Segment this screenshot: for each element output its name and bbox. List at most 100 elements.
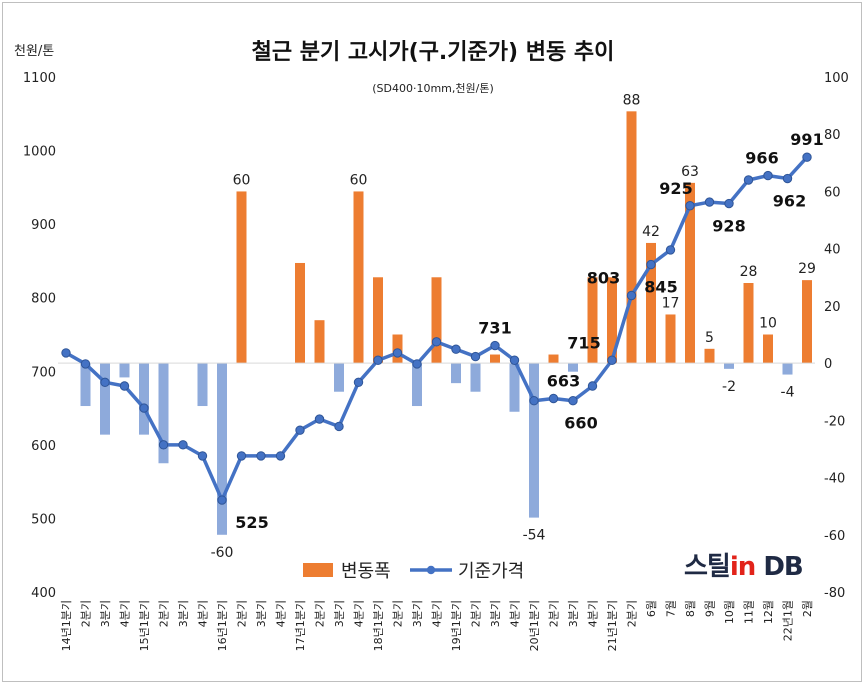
legend-line-marker xyxy=(426,565,436,575)
price-point-1 xyxy=(80,359,91,369)
right-tick-label: -60 xyxy=(824,529,845,544)
price-point-34 xyxy=(724,198,734,209)
x-tick-label: 2월 xyxy=(801,600,814,617)
x-tick-label: 9월 xyxy=(704,600,717,617)
brand-part1: 스틸 xyxy=(684,552,731,582)
bar-25 xyxy=(548,354,559,364)
data-label-bar-35: 28 xyxy=(740,264,758,280)
bar-7 xyxy=(197,363,208,407)
bar-3 xyxy=(119,363,130,378)
price-point-7 xyxy=(197,451,208,461)
x-tick-label: 3분기 xyxy=(411,600,424,627)
price-point-21 xyxy=(470,351,481,362)
x-tick-label: 8월 xyxy=(684,600,697,617)
price-point-12 xyxy=(295,425,305,435)
bar-15 xyxy=(353,191,364,364)
legend-bar-label: 변동폭 xyxy=(341,561,391,582)
price-point-31 xyxy=(665,245,676,255)
x-tick-label: 3분기 xyxy=(177,600,190,627)
price-point-26 xyxy=(568,396,578,406)
data-label-line-38: 991 xyxy=(790,130,823,149)
price-point-11 xyxy=(275,451,286,461)
x-tick-label: 11월 xyxy=(743,600,756,624)
x-tick-label: 2분기 xyxy=(80,600,93,627)
x-tick-label: 4분기 xyxy=(119,600,132,627)
bar-9 xyxy=(236,191,247,364)
price-point-13 xyxy=(314,414,325,424)
x-tick-label: 2분기 xyxy=(236,600,249,627)
price-point-29 xyxy=(626,290,637,301)
x-tick-label: 20년1분기 xyxy=(528,600,541,651)
price-point-37 xyxy=(782,173,793,184)
x-tick-label: 14년1분기 xyxy=(60,600,73,651)
bar-34 xyxy=(724,363,734,369)
x-tick-label: 2분기 xyxy=(626,600,639,627)
left-tick-label: 1000 xyxy=(23,145,56,160)
x-tick-label: 3분기 xyxy=(99,600,112,627)
left-axis: 400 500 600 700 800 900 1000 1100 xyxy=(23,71,56,601)
price-point-22 xyxy=(490,340,500,351)
bar-33 xyxy=(704,348,715,364)
x-tick-label: 2분기 xyxy=(548,600,561,627)
bar-27 xyxy=(587,277,598,364)
bar-30 xyxy=(646,242,656,364)
bar-2 xyxy=(100,363,110,435)
bar-19 xyxy=(431,277,442,364)
price-point-20 xyxy=(451,344,461,354)
data-label-line-28: 715 xyxy=(567,333,600,352)
price-point-10 xyxy=(256,451,266,461)
x-tick-label: 4분기 xyxy=(509,600,522,627)
x-tick-label: 7월 xyxy=(665,600,678,617)
right-tick-label: 60 xyxy=(824,185,841,200)
bar-24 xyxy=(529,363,539,518)
x-tick-label: 4분기 xyxy=(197,600,210,627)
x-tick-label: 4분기 xyxy=(587,600,600,627)
price-point-27 xyxy=(587,381,598,391)
left-axis-unit-label: 천원/톤 xyxy=(14,44,55,59)
brand-logo: 스틸in DB xyxy=(684,546,804,583)
x-tick-label: 2분기 xyxy=(158,600,171,627)
price-point-38 xyxy=(802,152,812,162)
bar-26 xyxy=(568,363,578,372)
price-point-4 xyxy=(139,403,149,413)
data-label-bar-33: 5 xyxy=(705,330,714,346)
data-label-line-30: 845 xyxy=(644,278,677,297)
bar-16 xyxy=(373,277,383,364)
legend-line-label: 기준가격 xyxy=(458,561,524,582)
right-tick-label: -40 xyxy=(824,472,845,487)
bar-22 xyxy=(490,354,500,364)
left-tick-label: 800 xyxy=(31,292,56,307)
x-tick-label: 21년1분기 xyxy=(606,600,619,651)
right-tick-label: 20 xyxy=(824,300,841,315)
price-point-3 xyxy=(119,381,130,391)
x-tick-label: 18년1분기 xyxy=(372,600,385,651)
price-point-17 xyxy=(392,348,403,358)
right-tick-label: 80 xyxy=(824,128,841,143)
brand-part2: in xyxy=(729,552,756,582)
bar-1 xyxy=(80,363,91,407)
data-label-bar-30: 42 xyxy=(642,224,660,240)
bar-36 xyxy=(763,334,773,364)
bar-35 xyxy=(743,283,754,364)
right-tick-label: 0 xyxy=(824,357,832,372)
x-tick-label: 4분기 xyxy=(353,600,366,627)
bar-5 xyxy=(158,363,169,464)
x-tick-label: 3분기 xyxy=(255,600,268,627)
bar-series xyxy=(80,111,812,535)
left-tick-label: 600 xyxy=(31,439,56,454)
x-tick-label: 4분기 xyxy=(431,600,444,627)
left-tick-label: 500 xyxy=(31,512,56,527)
data-label-line-34: 928 xyxy=(712,217,745,236)
bar-29 xyxy=(626,111,637,364)
x-tick-label: 4분기 xyxy=(275,600,288,627)
brand-part3: DB xyxy=(755,552,803,582)
chart-subtitle: (SD400·10mm,천원/톤) xyxy=(372,82,494,95)
bar-37 xyxy=(782,363,793,375)
x-axis-labels: 14년1분기 2분기 3분기 4분기 15년1분기 2분기 3분기 4분기 16년1분기 2분기 3… xyxy=(60,600,814,651)
price-point-30 xyxy=(646,259,656,270)
x-tick-label: 17년1분기 xyxy=(294,600,307,651)
bar-13 xyxy=(314,320,325,364)
price-point-14 xyxy=(334,421,344,432)
bar-31 xyxy=(665,314,676,364)
